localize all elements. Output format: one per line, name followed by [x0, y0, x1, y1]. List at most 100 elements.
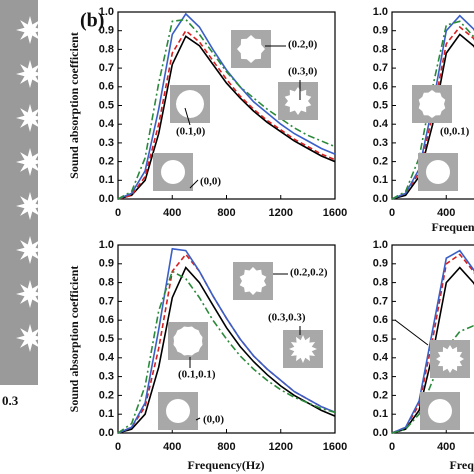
chart-panel: 0.00.10.20.30.40.50.60.70.80.91.00400800… [373, 239, 474, 472]
x-axis-label: Frequency(Hz) [187, 458, 264, 472]
x-tick-label: 400 [437, 441, 455, 453]
strip-shape [16, 236, 44, 264]
y-tick-label: 0.8 [373, 43, 388, 55]
arrow [184, 107, 191, 126]
annotation: (0.3,0.3) [268, 312, 306, 324]
annotation: (0.2,0.2) [290, 267, 328, 279]
inset-shape [176, 90, 204, 118]
x-axis-label: Frequency(Hz) [449, 458, 474, 472]
line-series [117, 12, 336, 200]
inset-shape [284, 87, 312, 115]
inset-shape [166, 399, 190, 423]
y-tick-label: 0.5 [99, 333, 114, 345]
annotation: (0.1,0) [176, 126, 206, 138]
line-series [391, 266, 474, 434]
inset-shape [418, 90, 446, 118]
inset-shape [426, 160, 450, 184]
y-tick-label: 0.9 [99, 25, 114, 37]
x-tick-label: 0 [389, 207, 395, 219]
x-tick-label: 0 [389, 441, 395, 453]
annotation: (0.1,0.1) [178, 369, 216, 381]
y-tick-label: 0.5 [373, 333, 388, 345]
x-tick-label: 800 [217, 441, 235, 453]
strip-shape [16, 148, 44, 176]
y-tick-label: 0.0 [99, 427, 114, 439]
x-tick-label: 0 [115, 441, 121, 453]
x-tick-label: 400 [163, 207, 181, 219]
y-tick-label: 0.7 [99, 295, 114, 307]
y-tick-label: 0.1 [373, 408, 388, 420]
y-tick-label: 0.3 [373, 371, 388, 383]
x-tick-label: 1200 [269, 207, 293, 219]
y-tick-label: 0.8 [373, 277, 388, 289]
arrow [195, 417, 201, 421]
line-series [117, 18, 336, 200]
inset-shape [428, 399, 452, 423]
panel-label: (b) [80, 10, 104, 32]
strip-shape [16, 104, 44, 132]
x-tick-label: 400 [163, 441, 181, 453]
y-axis-label: Sound absorption coefficient [67, 266, 81, 413]
y-tick-label: 0.6 [99, 81, 114, 93]
y-tick-label: 0.4 [373, 352, 389, 364]
strip-shape [16, 280, 44, 308]
line-series [117, 29, 336, 200]
line-series [117, 270, 336, 434]
line-series [391, 33, 474, 200]
annotation: (0.3,0) [288, 66, 318, 78]
y-axis-label: Sound absorption coefficient [67, 32, 81, 179]
x-tick-label: 0 [115, 207, 121, 219]
y-tick-label: 0.6 [373, 314, 388, 326]
line-series [117, 35, 336, 200]
y-tick-label: 0.7 [99, 62, 114, 74]
inset-shape [173, 326, 203, 356]
y-tick-label: 0.8 [99, 277, 114, 289]
y-tick-label: 0.9 [373, 258, 388, 270]
strip-shape [16, 192, 44, 220]
y-tick-label: 1.0 [99, 239, 114, 251]
annotation: (0,0) [203, 414, 224, 426]
y-tick-label: 0.3 [373, 137, 388, 149]
y-tick-label: 0.5 [99, 99, 114, 111]
y-tick-label: 0.2 [99, 156, 114, 168]
annotation: (0.2,0) [288, 39, 318, 51]
strip-label: 0.3 [2, 393, 19, 408]
y-tick-label: 0.6 [373, 81, 388, 93]
y-tick-label: 0.8 [99, 43, 114, 55]
strip-shape [16, 16, 44, 44]
inset-shape [161, 160, 185, 184]
y-tick-label: 0.3 [99, 371, 114, 383]
y-tick-label: 0.1 [373, 174, 388, 186]
y-tick-label: 0.4 [99, 352, 115, 364]
y-tick-label: 0.7 [373, 295, 388, 307]
chart-panel: 0.00.10.20.30.40.50.60.70.80.91.00400800… [373, 6, 474, 234]
y-tick-label: 0.2 [373, 156, 388, 168]
y-tick-label: 0.9 [99, 258, 114, 270]
strip-shape [16, 60, 44, 88]
line-series [117, 247, 336, 434]
annotation: (0,0) [200, 176, 221, 188]
y-tick-label: 0.4 [99, 118, 115, 130]
y-tick-label: 1.0 [373, 6, 388, 18]
line-series [117, 266, 336, 434]
y-tick-label: 1.0 [373, 239, 388, 251]
y-tick-label: 0.4 [373, 118, 389, 130]
y-tick-label: 0.0 [99, 193, 114, 205]
arrow [394, 319, 429, 346]
strip-shape [16, 324, 44, 352]
inset-shape [289, 335, 317, 363]
y-tick-label: 0.0 [373, 427, 388, 439]
y-tick-label: 0.0 [373, 193, 388, 205]
y-tick-label: 0.2 [373, 389, 388, 401]
inset-shape [239, 267, 267, 295]
y-tick-label: 0.2 [99, 389, 114, 401]
arrow [189, 179, 199, 189]
inset-shape [237, 35, 265, 63]
line-series [391, 249, 474, 434]
y-tick-label: 0.3 [99, 137, 114, 149]
x-axis-label: Frequency(Hz) [431, 220, 474, 234]
x-tick-label: 800 [217, 207, 235, 219]
